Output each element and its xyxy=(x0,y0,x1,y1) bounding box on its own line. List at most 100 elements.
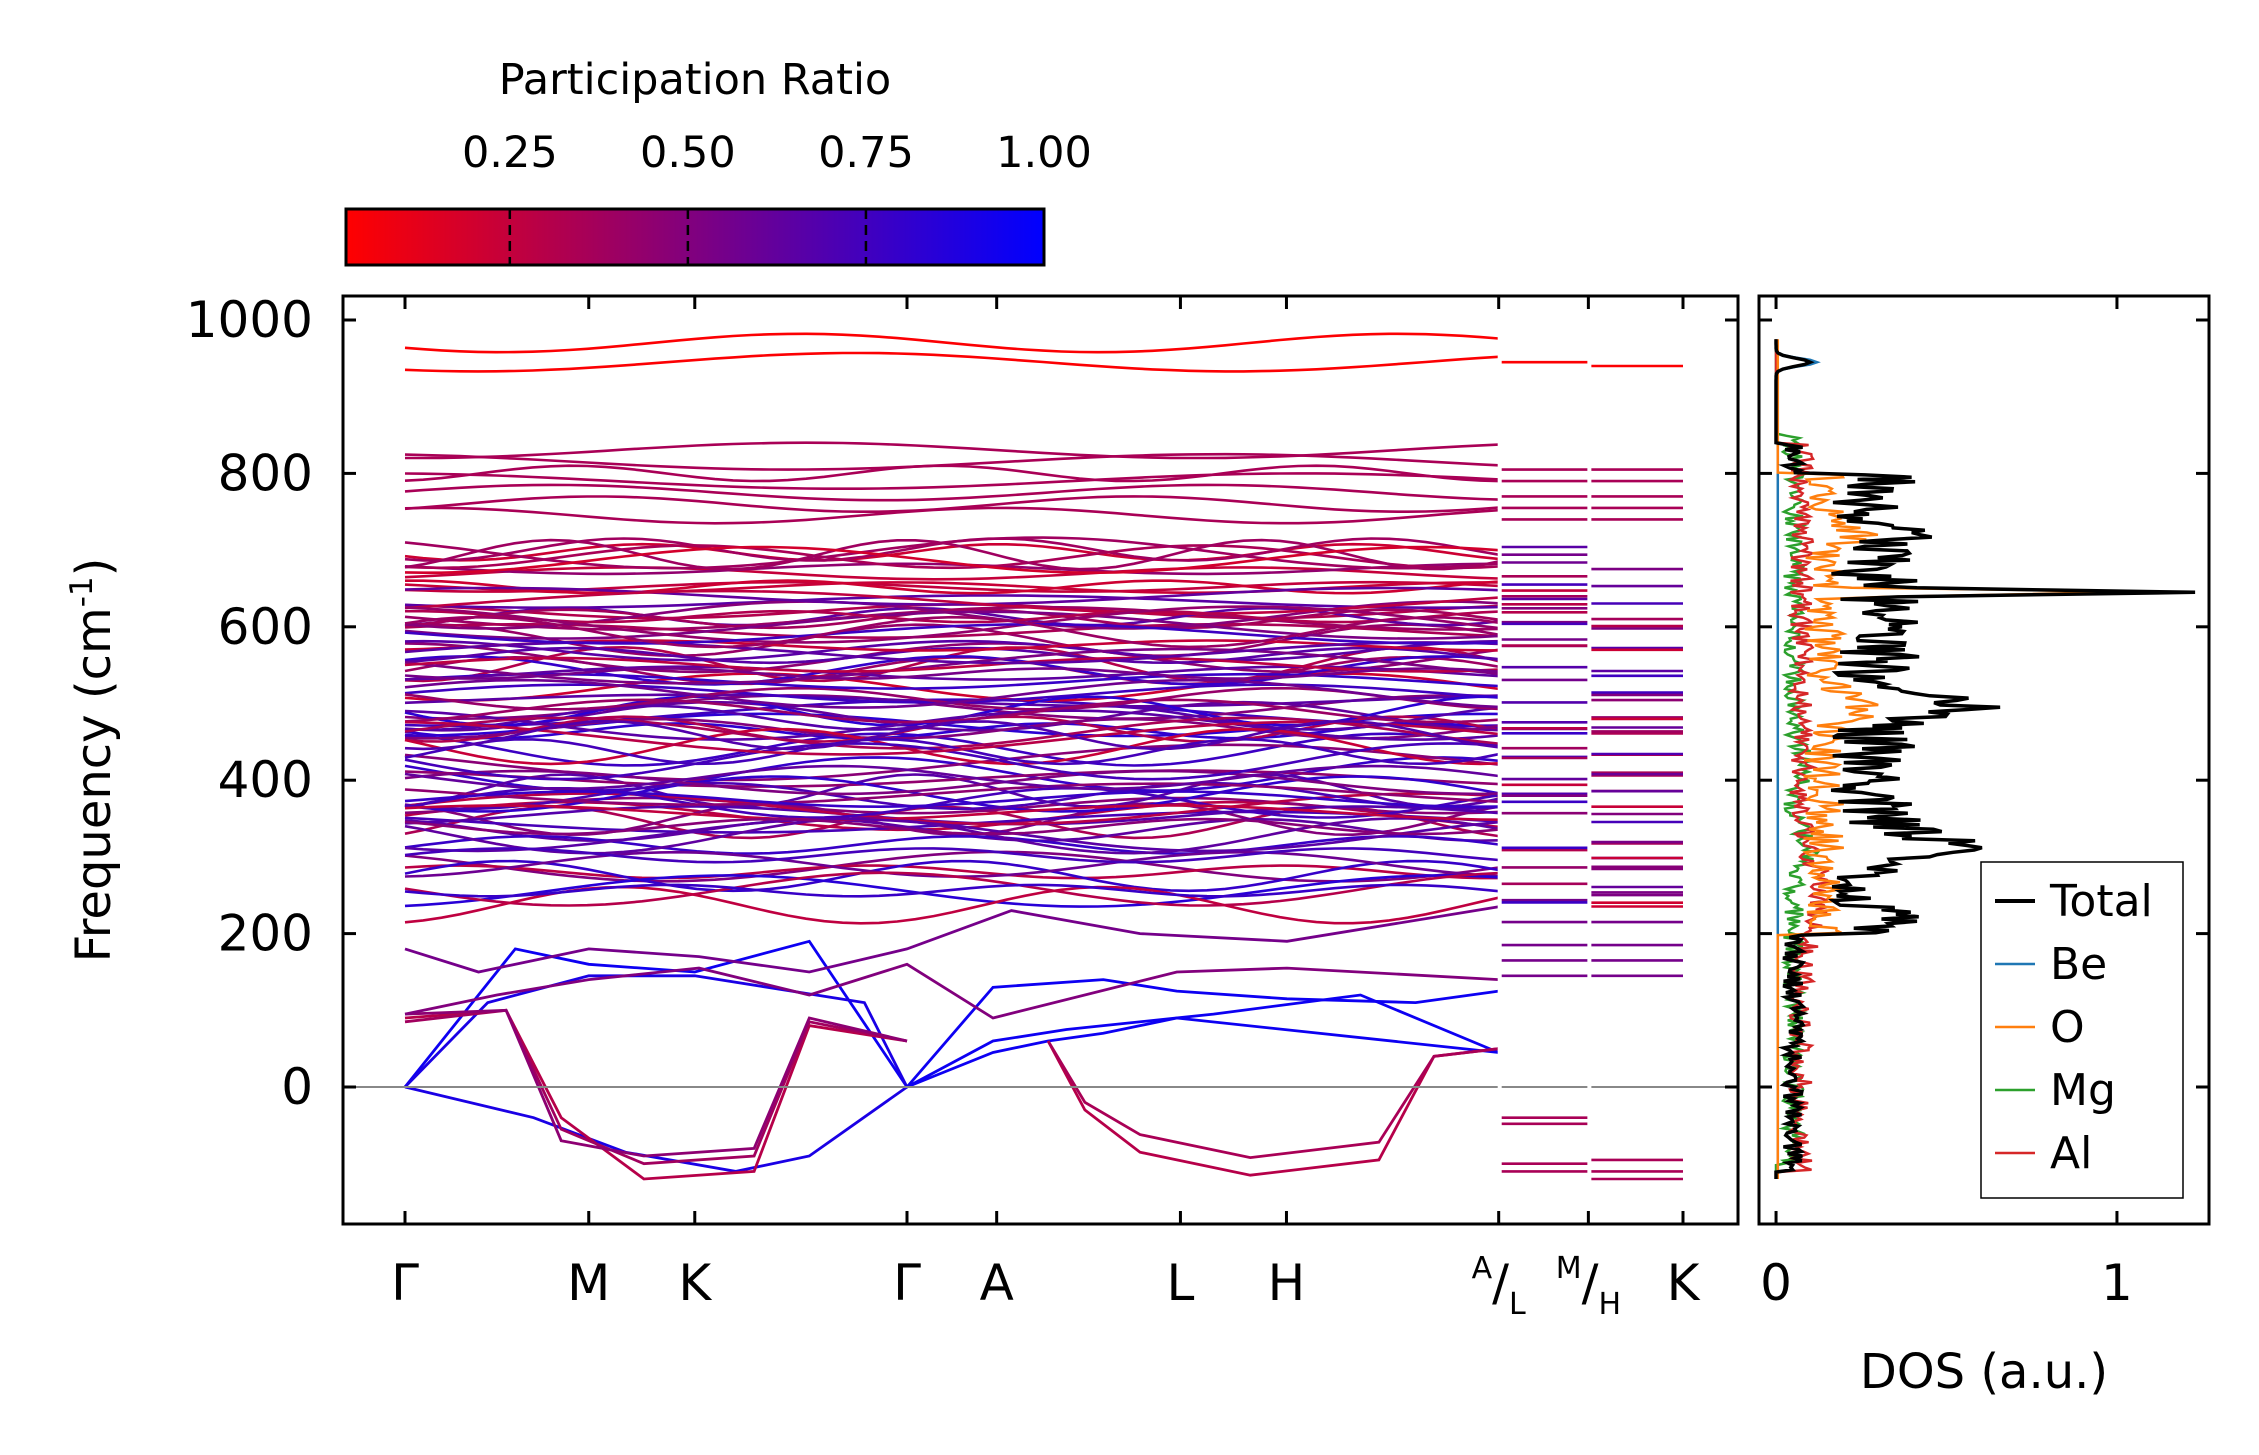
band-line xyxy=(404,700,1499,732)
colorbar-ticks: 0.25 0.50 0.75 1.00 xyxy=(462,128,1092,265)
band-line xyxy=(405,609,1499,624)
colorbar: Participation Ratio 0.25 0.50 0.75 1.00 xyxy=(344,55,1092,267)
band-line xyxy=(404,773,1499,808)
band-line xyxy=(404,781,1499,811)
band-line xyxy=(404,562,1499,576)
band-line xyxy=(404,742,1499,781)
band-line xyxy=(404,974,909,1088)
legend-label-mg: Mg xyxy=(2050,1065,2116,1116)
band-line xyxy=(404,796,1499,815)
band-line xyxy=(404,667,1499,680)
band-line xyxy=(403,939,909,1088)
band-line xyxy=(404,1008,908,1158)
band-line xyxy=(404,472,1499,490)
y-tick-label: 600 xyxy=(218,598,313,656)
band-line xyxy=(404,850,1499,883)
band-line xyxy=(404,732,1499,767)
band-line xyxy=(404,483,1499,502)
dos-axes-frame xyxy=(1757,294,2211,1226)
band-line xyxy=(905,978,1499,1088)
band-structure-panel: 1000 800 600 400 200 0 Γ M K Γ A L H A/L M/H K Frequen… xyxy=(64,291,1740,1322)
band-line xyxy=(404,1085,908,1173)
band-axes-frame xyxy=(341,294,1740,1226)
band-line xyxy=(404,847,1499,864)
x-tick-label: M xyxy=(567,1254,610,1312)
y-tick-label: 1000 xyxy=(186,291,313,349)
band-line xyxy=(404,804,1499,821)
dos-x-tick-label: 0 xyxy=(1760,1254,1792,1312)
y-tick-label: 400 xyxy=(218,751,313,809)
colorbar-tick-label: 0.75 xyxy=(818,128,914,178)
y-tick-label: 0 xyxy=(281,1058,313,1116)
band-line xyxy=(404,464,1499,483)
band-line xyxy=(404,790,1499,809)
y-tick-label: 200 xyxy=(218,905,313,963)
x-tick-label: H xyxy=(1268,1254,1306,1312)
y-tick-label: 800 xyxy=(218,444,313,502)
band-line xyxy=(404,332,1499,354)
band-line xyxy=(404,589,1499,615)
band-line xyxy=(404,709,1499,741)
band-line xyxy=(404,678,1499,709)
band-line xyxy=(404,769,1499,788)
segment-gap xyxy=(1497,298,1502,1222)
colorbar-title: Participation Ratio xyxy=(499,55,892,105)
dos-x-tick-label: 1 xyxy=(2101,1254,2133,1312)
band-line xyxy=(404,623,1499,645)
band-line xyxy=(404,656,1499,673)
band-line xyxy=(404,586,1499,606)
y-axis-label: Frequency (cm-1) xyxy=(64,558,122,963)
band-line xyxy=(906,993,1500,1089)
band-line xyxy=(404,1008,908,1181)
band-line xyxy=(404,769,1499,796)
band-line xyxy=(404,864,1499,880)
legend: Total Be O Mg Al xyxy=(1980,861,2184,1199)
band-line xyxy=(404,859,1499,893)
colorbar-tick-label: 0.25 xyxy=(462,128,558,178)
band-line xyxy=(404,608,1499,630)
x-tick-label: A/L xyxy=(1472,1251,1526,1322)
band-line xyxy=(404,719,1499,751)
x-tick-label: M/H xyxy=(1556,1251,1621,1322)
colorbar-gradient xyxy=(344,207,1046,267)
dos-lines xyxy=(1774,339,2196,1179)
band-line xyxy=(404,698,1499,724)
legend-label-total: Total xyxy=(2049,876,2153,927)
band-line xyxy=(404,874,1499,908)
band-line xyxy=(404,351,1499,373)
band-line xyxy=(404,605,1499,644)
y-axis-ticks: 1000 800 600 400 200 0 xyxy=(186,291,1738,1116)
band-line xyxy=(404,646,1499,665)
dos-x-axis-label: DOS (a.u.) xyxy=(1860,1344,2108,1400)
band-line xyxy=(404,566,1499,581)
band-line xyxy=(404,883,1499,898)
band-line xyxy=(405,579,1499,595)
band-line xyxy=(1046,1040,1499,1160)
legend-label-o: O xyxy=(2050,1002,2085,1053)
segment-breaks xyxy=(1497,298,1592,1222)
band-line xyxy=(404,647,1499,685)
colorbar-tick-label: 0.50 xyxy=(640,128,736,178)
band-line xyxy=(404,737,1499,766)
band-line xyxy=(404,905,1499,974)
band-line xyxy=(404,545,1499,575)
band-line xyxy=(404,871,1499,907)
band-line xyxy=(404,817,1499,836)
band-line xyxy=(404,727,1499,766)
band-line xyxy=(906,1016,1499,1089)
band-line xyxy=(404,538,1499,571)
band-lines xyxy=(403,332,1683,1181)
band-line xyxy=(404,962,1499,1020)
band-line xyxy=(404,544,1499,570)
band-line xyxy=(404,782,1499,806)
band-line xyxy=(404,834,1499,855)
band-line xyxy=(404,764,1499,791)
x-tick-label: Γ xyxy=(391,1254,419,1312)
segment-gap xyxy=(1587,298,1592,1222)
colorbar-tick-label: 1.00 xyxy=(996,128,1092,178)
x-axis-ticks: Γ M K Γ A L H A/L M/H K xyxy=(391,296,1701,1322)
band-line xyxy=(404,817,1499,853)
